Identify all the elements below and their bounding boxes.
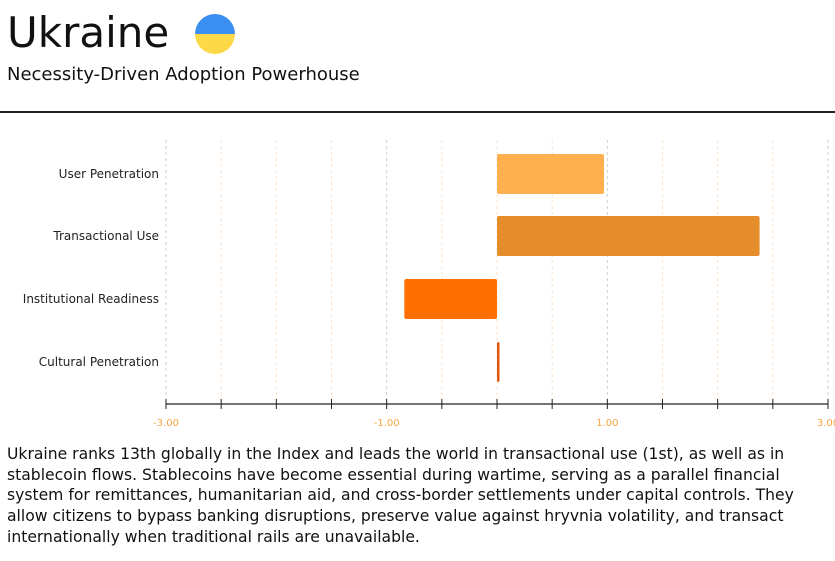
- description-text: Ukraine ranks 13th globally in the Index…: [7, 445, 794, 546]
- bar-transactional-use: [497, 216, 760, 256]
- x-tick-label: -1.00: [374, 418, 400, 429]
- category-label: Institutional Readiness: [23, 292, 159, 306]
- page-title: Ukraine: [7, 8, 170, 57]
- bar-user-penetration: [497, 154, 605, 194]
- divider: [0, 111, 835, 113]
- category-label: Cultural Penetration: [39, 355, 159, 369]
- category-label: User Penetration: [59, 167, 159, 181]
- bar-institutional-readiness: [404, 279, 497, 319]
- page-subtitle: Necessity-Driven Adoption Powerhouse: [7, 64, 360, 85]
- category-label: Transactional Use: [52, 229, 159, 243]
- x-tick-label: 3.00: [817, 418, 835, 429]
- x-tick-label: -3.00: [153, 418, 179, 429]
- x-tick-label: 1.00: [596, 418, 618, 429]
- ukraine-flag-icon: [195, 14, 235, 54]
- bar-cultural-penetration: [497, 342, 500, 382]
- bar-chart: -3.00 -1.00 1.00 3.00 User Penetration Transa…: [23, 140, 835, 429]
